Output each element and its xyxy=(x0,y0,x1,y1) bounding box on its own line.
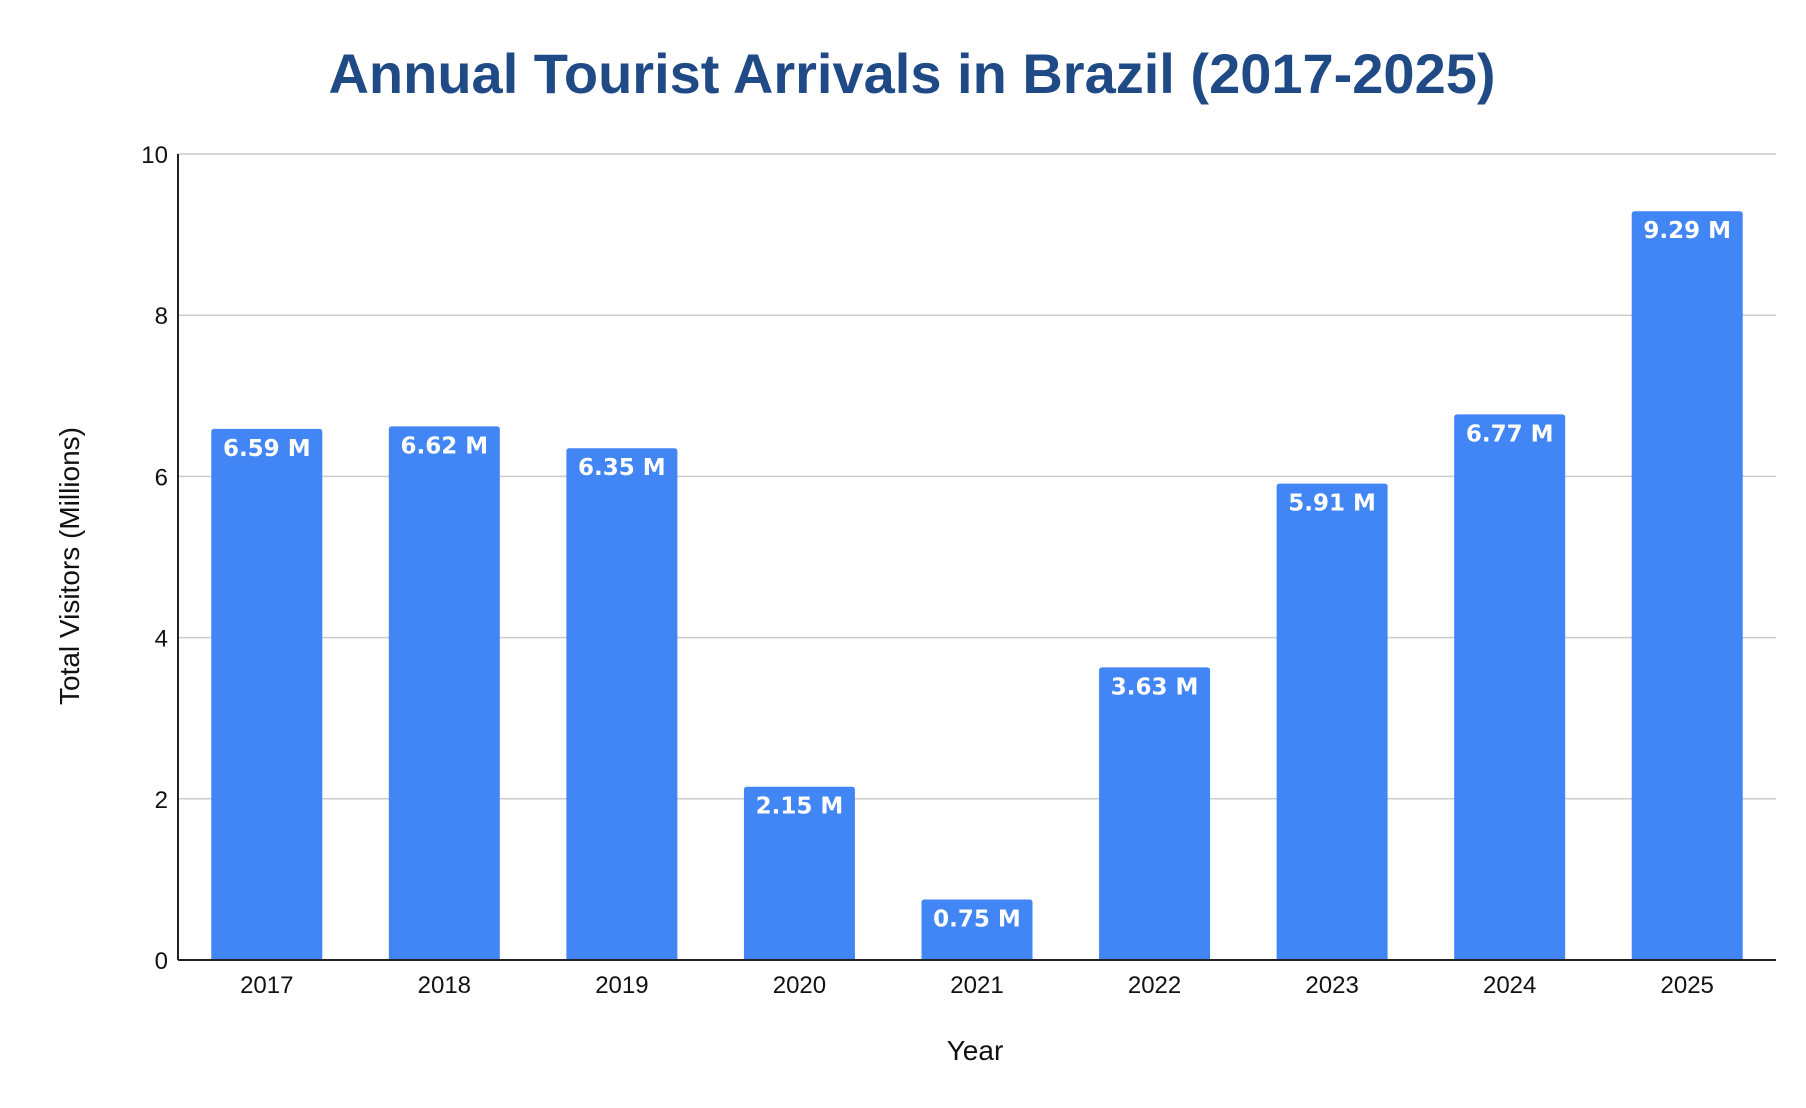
data-label-2019: 6.35 M xyxy=(578,455,666,481)
data-label-2025: 9.29 M xyxy=(1643,218,1731,244)
bar-2021 xyxy=(921,899,1033,960)
bar-2019 xyxy=(566,448,678,960)
y-tick-label: 0 xyxy=(155,948,168,975)
data-label-2020: 2.15 M xyxy=(756,794,844,820)
data-label-2017: 6.59 M xyxy=(223,436,311,462)
x-axis-label: Year xyxy=(947,1035,1004,1066)
bar-2024 xyxy=(1454,414,1566,960)
x-tick-label-2023: 2023 xyxy=(1305,972,1358,999)
x-tick-label-2021: 2021 xyxy=(950,972,1003,999)
data-label-2018: 6.62 M xyxy=(401,433,489,459)
bar-2025 xyxy=(1631,211,1743,960)
data-label-2023: 5.91 M xyxy=(1288,491,1376,517)
y-tick-label: 2 xyxy=(155,787,168,814)
y-tick-label: 4 xyxy=(155,626,168,653)
x-axis-ticks: 2017 2018 2019 2020 2021 2022 2023 2024 2025 xyxy=(240,972,1714,999)
x-tick-label-2022: 2022 xyxy=(1128,972,1181,999)
y-tick-label: 8 xyxy=(155,303,168,330)
data-label-2022: 3.63 M xyxy=(1111,674,1199,700)
x-tick-label-2020: 2020 xyxy=(773,972,826,999)
y-axis-label: Total Visitors (Millions) xyxy=(54,427,85,705)
y-tick-label: 10 xyxy=(141,142,168,169)
bars xyxy=(211,211,1743,961)
y-axis-ticks: 0 2 4 6 8 10 xyxy=(141,142,168,975)
bar-2023 xyxy=(1276,483,1388,960)
data-label-2024: 6.77 M xyxy=(1466,421,1554,447)
data-labels: 6.59 M 6.62 M 6.35 M 2.15 M 0.75 M 3.63 M 5.91… xyxy=(223,218,1731,932)
bar-2022 xyxy=(1099,667,1211,960)
x-tick-label-2025: 2025 xyxy=(1661,972,1714,999)
x-tick-label-2019: 2019 xyxy=(595,972,648,999)
data-label-2021: 0.75 M xyxy=(933,907,1021,933)
bar-2018 xyxy=(388,426,500,961)
chart-title: Annual Tourist Arrivals in Brazil (2017-… xyxy=(328,42,1495,105)
x-tick-label-2018: 2018 xyxy=(418,972,471,999)
x-tick-label-2017: 2017 xyxy=(240,972,293,999)
x-tick-label-2024: 2024 xyxy=(1483,972,1536,999)
y-tick-label: 6 xyxy=(155,464,168,491)
bar-2020 xyxy=(743,786,855,960)
bar-2017 xyxy=(211,428,323,960)
